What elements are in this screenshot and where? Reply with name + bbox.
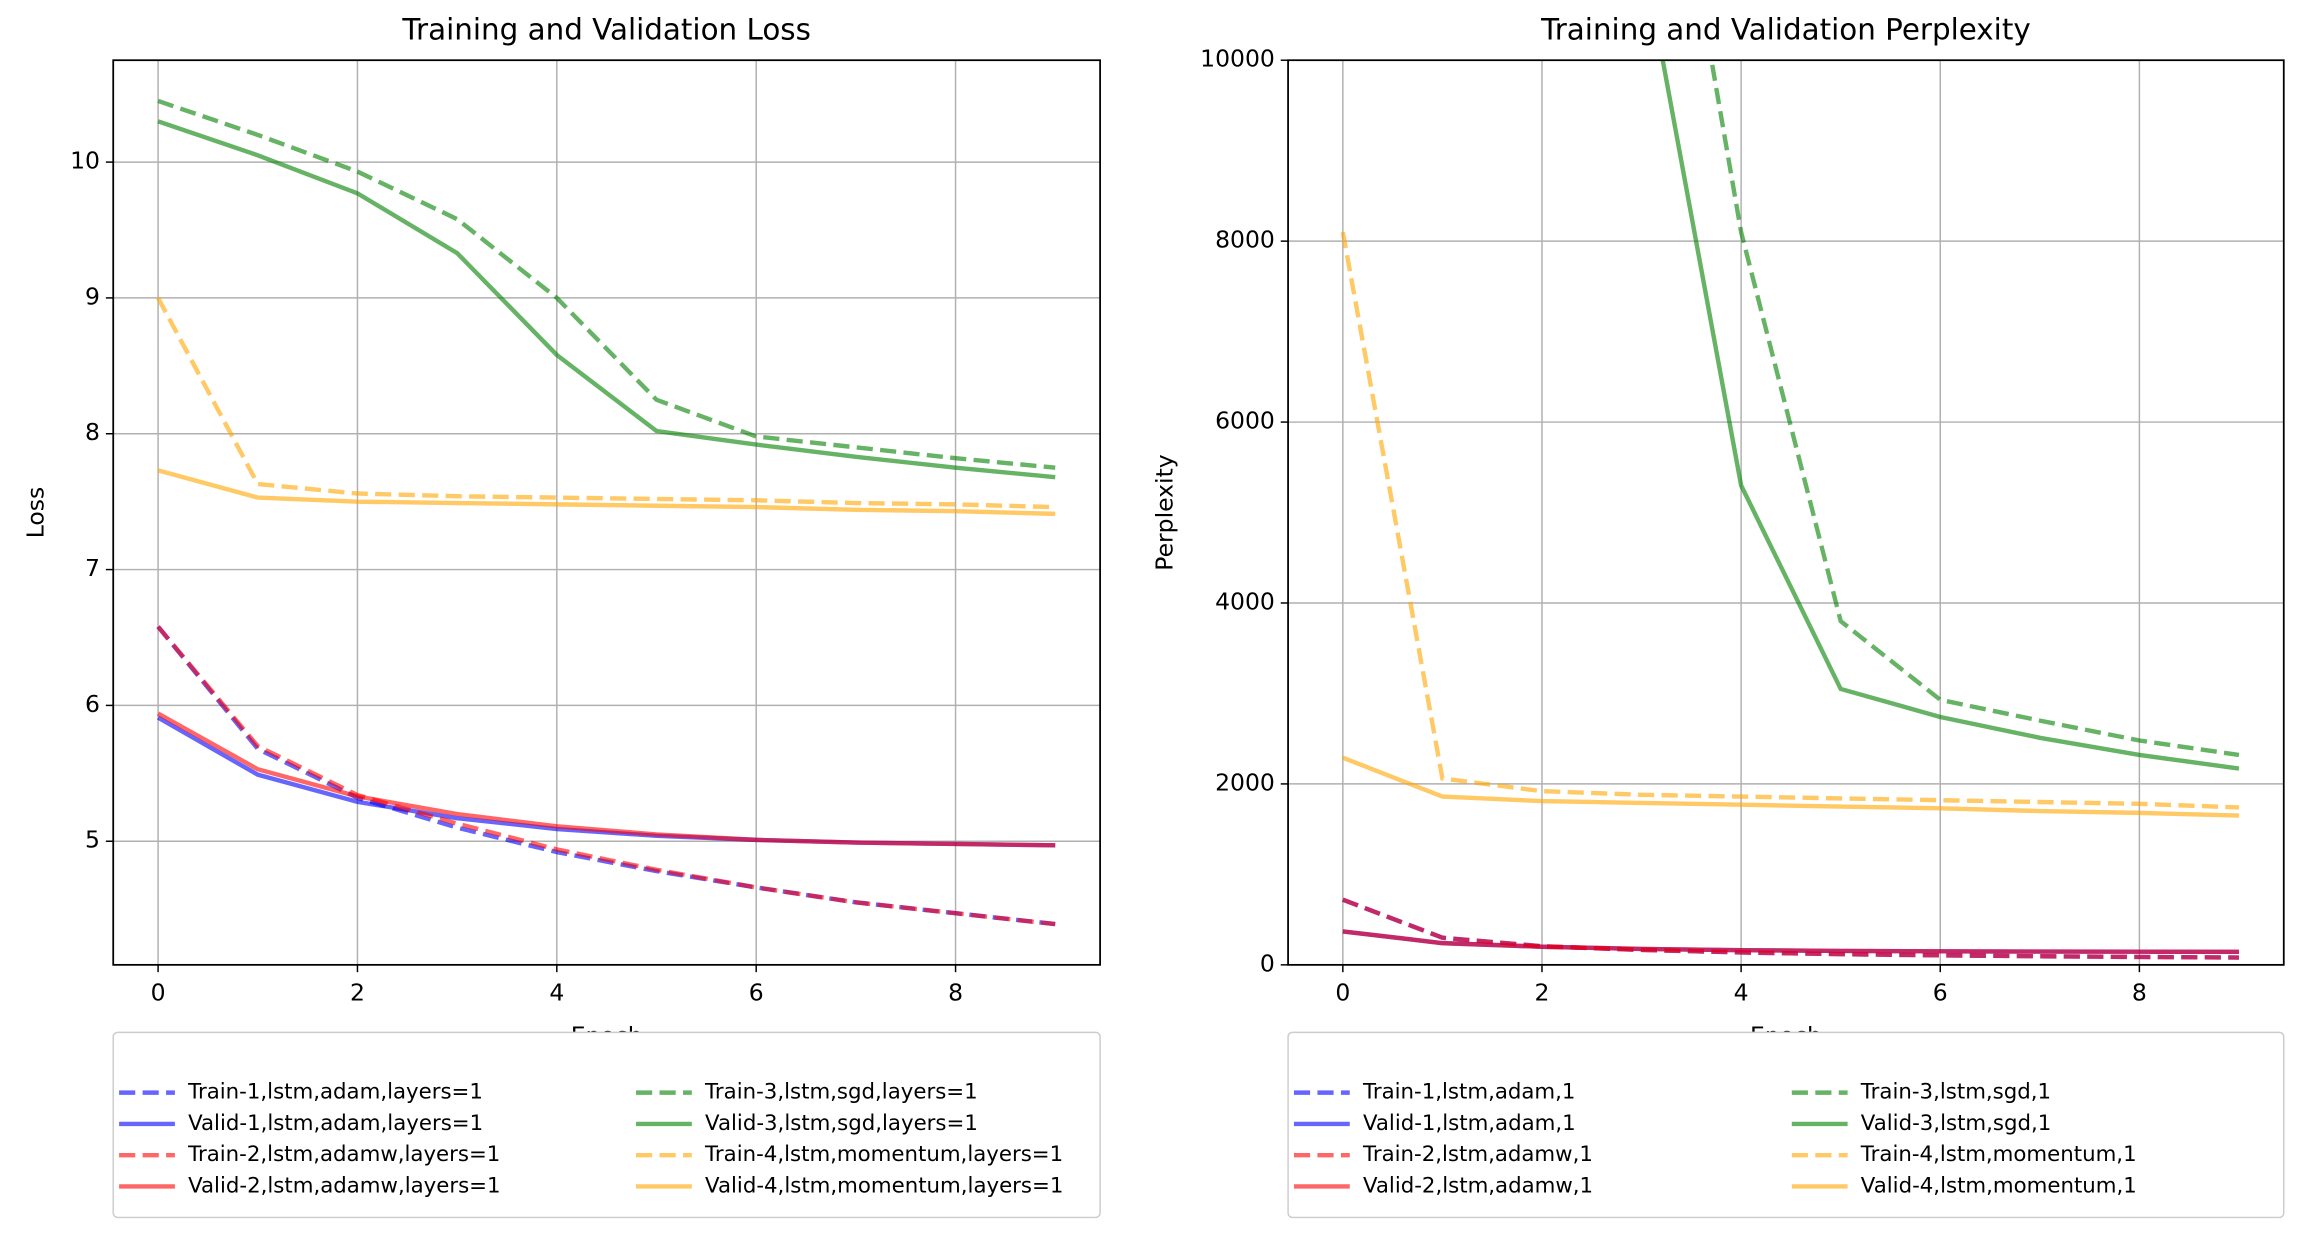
series-line	[1660, 60, 2240, 771]
y-tick-label: 2000	[1215, 768, 1275, 796]
legend-label: Valid-4,lstm,momentum,layers=1	[705, 1173, 1063, 1198]
y-tick-label: 0	[1260, 949, 1275, 977]
y-tick-label: 4000	[1215, 587, 1275, 615]
legend-label: Train-2,lstm,adamw,layers=1	[187, 1142, 500, 1167]
x-tick-label: 8	[2132, 979, 2147, 1007]
legend-label: Train-3,lstm,sgd,layers=1	[704, 1080, 978, 1105]
legend-label: Valid-4,lstm,momentum,1	[1861, 1173, 2137, 1198]
legend-label: Valid-3,lstm,sgd,1	[1861, 1111, 2052, 1136]
x-tick-label: 6	[749, 979, 764, 1007]
axes-frame	[1287, 59, 2285, 966]
y-axis-label: Perplexity	[1151, 454, 1179, 571]
y-tick-label: 10	[70, 147, 100, 175]
x-tick-label: 2	[350, 979, 365, 1007]
y-tick-label: 9	[85, 282, 100, 310]
legend-label: Valid-2,lstm,adamw,1	[1363, 1173, 1593, 1198]
legend-label: Train-1,lstm,adam,layers=1	[187, 1080, 483, 1105]
series-line	[1342, 929, 2239, 955]
legend-label: Train-1,lstm,adam,1	[1362, 1080, 1576, 1105]
y-tick-label: 8	[85, 418, 100, 446]
legend-label: Valid-2,lstm,adamw,layers=1	[188, 1173, 500, 1198]
legend-box	[112, 1031, 1101, 1219]
chart-title: Training and Validation Perplexity	[1540, 12, 2031, 46]
x-tick-label: 2	[1535, 979, 1550, 1007]
axes-frame	[112, 59, 1101, 966]
series-line	[156, 625, 1056, 927]
series-line	[1342, 897, 2239, 960]
series-line	[1342, 755, 2240, 818]
x-tick-label: 4	[549, 979, 564, 1007]
series-line	[157, 98, 1056, 470]
y-axis-label: Loss	[21, 487, 49, 539]
legend-box	[1287, 1031, 2285, 1219]
x-tick-label: 0	[151, 979, 166, 1007]
series-line	[157, 711, 1056, 848]
y-tick-label: 6	[85, 690, 100, 718]
series-line	[1709, 60, 2240, 758]
legend-label: Train-4,lstm,momentum,layers=1	[704, 1142, 1063, 1167]
y-tick-label: 10000	[1200, 45, 1275, 73]
x-tick-label: 6	[1933, 979, 1948, 1007]
legend-label: Train-4,lstm,momentum,1	[1860, 1142, 2137, 1167]
series-line	[156, 625, 1056, 927]
x-tick-label: 4	[1734, 979, 1749, 1007]
series-line	[157, 119, 1056, 480]
legend-label: Valid-1,lstm,adam,1	[1363, 1111, 1576, 1136]
series-line	[156, 715, 1056, 848]
x-tick-label: 8	[948, 979, 963, 1007]
y-tick-label: 5	[85, 826, 100, 854]
legend-label: Train-3,lstm,sgd,1	[1860, 1080, 2051, 1105]
x-tick-label: 0	[1335, 979, 1350, 1007]
y-tick-label: 8000	[1215, 226, 1275, 254]
y-tick-label: 7	[85, 554, 100, 582]
y-tick-label: 6000	[1215, 407, 1275, 435]
series-line	[157, 468, 1056, 517]
legend-label: Valid-1,lstm,adam,layers=1	[188, 1111, 483, 1136]
legend-label: Valid-3,lstm,sgd,layers=1	[705, 1111, 978, 1136]
series-line	[156, 296, 1056, 510]
chart-title: Training and Validation Loss	[401, 12, 810, 46]
series-line	[1340, 231, 2240, 810]
legend-label: Train-2,lstm,adamw,1	[1362, 1142, 1593, 1167]
